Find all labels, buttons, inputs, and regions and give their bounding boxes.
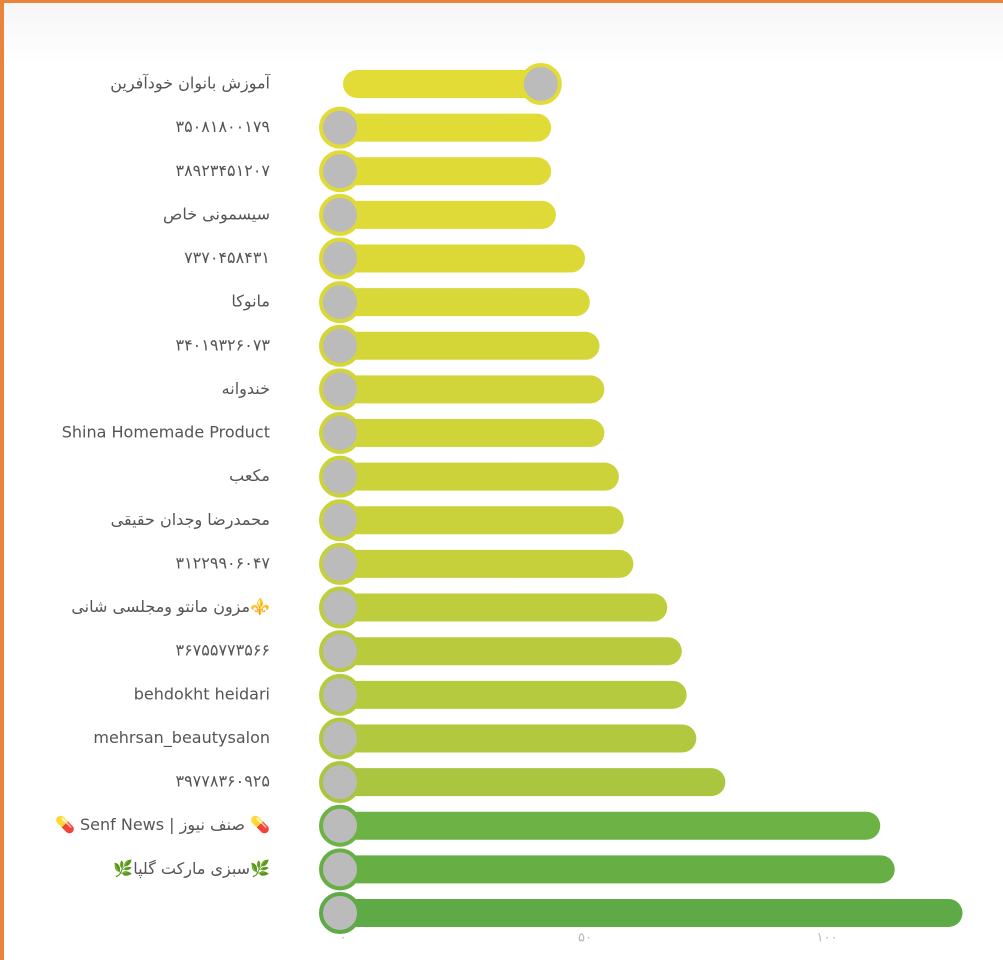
bar bbox=[343, 462, 619, 491]
y-tick-label: mehrsan_beautysalon bbox=[93, 728, 270, 748]
avatar bbox=[319, 586, 361, 629]
y-tick-label: سیسمونی خاص bbox=[163, 204, 270, 224]
bar bbox=[343, 419, 605, 448]
y-tick-label: ۳۵۰۸۱۸۰۰۱۷۹ bbox=[175, 117, 270, 136]
avatar bbox=[319, 193, 361, 236]
y-tick-label: ۳۶۷۵۵۷۷۳۵۶۶ bbox=[175, 641, 270, 660]
y-tick-label: ⚜️مزون مانتو ومجلسی شانی bbox=[71, 597, 270, 617]
avatar bbox=[319, 717, 361, 760]
avatar bbox=[319, 455, 361, 498]
bar bbox=[343, 768, 726, 797]
avatar bbox=[319, 804, 361, 847]
y-tick-label: ۳۴۰۱۹۳۲۶۰۷۳ bbox=[175, 335, 270, 354]
bar bbox=[343, 113, 552, 142]
x-tick-label: ۵۰ bbox=[578, 931, 592, 946]
bar bbox=[343, 288, 590, 317]
bar bbox=[343, 593, 668, 622]
bar bbox=[343, 375, 605, 404]
avatar bbox=[319, 106, 361, 149]
bar bbox=[343, 855, 895, 884]
bar bbox=[343, 898, 963, 927]
y-tick-label: ۷۳۷۰۴۵۸۴۳۱ bbox=[184, 248, 270, 267]
y-tick-label: مکعب bbox=[229, 466, 270, 485]
y-tick-label: محمدرضا وجدان حقیقی bbox=[111, 510, 270, 530]
bar bbox=[343, 331, 600, 360]
avatar bbox=[319, 237, 361, 280]
y-tick-label: 🌿سبزی مارکت گلپا🌿 bbox=[113, 859, 270, 879]
avatar bbox=[319, 499, 361, 542]
avatar bbox=[319, 542, 361, 585]
avatar bbox=[319, 150, 361, 193]
bar bbox=[343, 549, 634, 578]
y-tick-label: 💊 صنف نیوز | Senf News 💊 bbox=[55, 815, 270, 835]
avatar bbox=[319, 848, 361, 891]
avatar bbox=[519, 63, 562, 105]
bar bbox=[343, 811, 881, 840]
bar bbox=[343, 506, 624, 535]
bar bbox=[343, 70, 561, 98]
y-tick-label: Shina Homemade Product bbox=[62, 423, 270, 442]
avatar bbox=[319, 761, 361, 804]
x-tick-label: ۰ bbox=[340, 931, 347, 946]
avatar bbox=[319, 673, 361, 716]
bar bbox=[343, 637, 682, 666]
avatar bbox=[319, 368, 361, 411]
y-tick-label: آموزش بانوان خودآفرین bbox=[110, 74, 271, 94]
avatar bbox=[319, 324, 361, 367]
bar bbox=[343, 680, 687, 709]
y-tick-label: خندوانه bbox=[222, 379, 270, 399]
bar bbox=[343, 157, 552, 186]
y-tick-label: ۳۸۹۲۳۴۵۱۲۰۷ bbox=[175, 161, 270, 180]
bar bbox=[343, 200, 556, 229]
y-tick-label: مانوکا bbox=[231, 292, 270, 312]
bar bbox=[343, 244, 585, 273]
avatar bbox=[319, 630, 361, 673]
y-tick-label: ۳۹۷۷۸۳۶۰۹۲۵ bbox=[175, 772, 270, 791]
y-tick-label: ۳۱۲۲۹۹۰۶۰۴۷ bbox=[175, 553, 270, 572]
avatar bbox=[319, 281, 361, 324]
avatar bbox=[319, 412, 361, 455]
avatar bbox=[319, 891, 361, 934]
bar bbox=[343, 724, 697, 753]
x-tick-label: ۱۰۰ bbox=[817, 931, 838, 946]
y-tick-label: behdokht heidari bbox=[134, 684, 270, 703]
